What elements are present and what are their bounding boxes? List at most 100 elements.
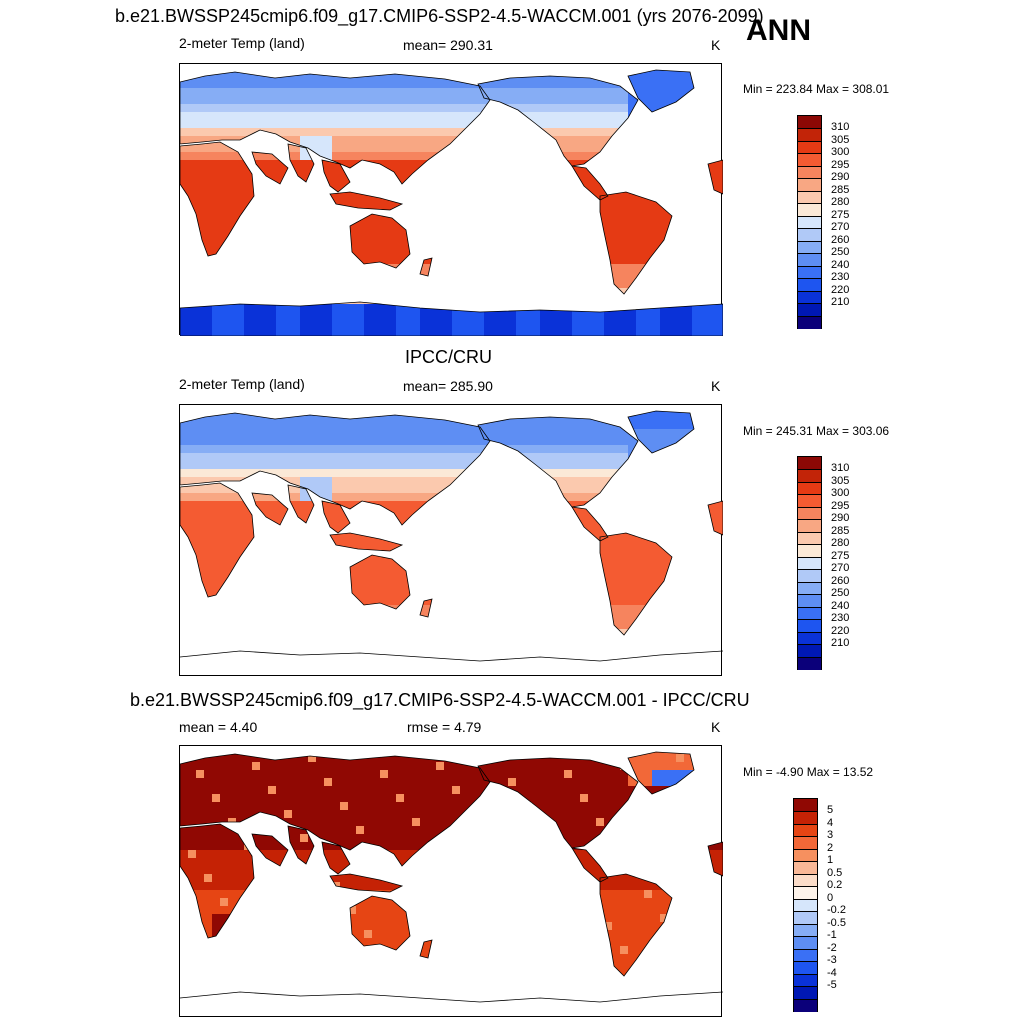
field-cell: [212, 216, 221, 225]
field-cell: [636, 70, 645, 73]
field-cell: [444, 264, 453, 273]
field-cell: [548, 216, 557, 225]
field-cell: [252, 232, 261, 241]
field-cell: [508, 661, 517, 670]
field-cell: [676, 120, 685, 129]
field-cell: [396, 80, 405, 89]
field-cell: [244, 240, 253, 249]
field-cell: [604, 437, 613, 446]
field-cell: [260, 232, 269, 241]
field-cell: [564, 754, 573, 763]
field-cell: [396, 320, 405, 329]
field-cell: [332, 509, 341, 518]
field-cell: [508, 256, 517, 265]
field-cell: [236, 240, 245, 249]
field-cell: [652, 192, 661, 201]
field-cell: [636, 304, 645, 313]
field-cell: [628, 104, 637, 113]
field-cell: [556, 621, 565, 630]
field-cell: [236, 264, 245, 273]
field-cell: [716, 320, 723, 329]
field-cell: [540, 328, 549, 336]
field-cell: [684, 128, 693, 137]
field-cell: [380, 411, 389, 414]
field-cell: [428, 453, 437, 462]
field-cell: [692, 328, 701, 336]
field-cell: [564, 128, 573, 137]
field-cell: [668, 168, 677, 177]
field-cell: [612, 621, 621, 630]
field-cell: [700, 232, 709, 241]
field-cell: [428, 256, 437, 265]
field-cell: [476, 200, 485, 209]
field-cell: [316, 248, 325, 257]
field-cell: [292, 288, 301, 297]
field-cell: [540, 573, 549, 582]
field-cell: [196, 445, 205, 454]
field-cell: [676, 429, 685, 438]
field-cell: [708, 581, 717, 590]
field-cell: [476, 272, 485, 281]
field-cell: [692, 477, 701, 486]
field-cell: [452, 533, 461, 542]
field-cell: [500, 112, 509, 121]
field-cell: [308, 200, 317, 209]
field-cell: [220, 597, 229, 606]
field-cell: [444, 461, 453, 470]
field-cell: [196, 136, 205, 145]
field-cell: [332, 477, 341, 486]
field-cell: [652, 216, 661, 225]
field-cell: [612, 411, 621, 414]
field-cell: [700, 437, 709, 446]
field-cell: [196, 160, 205, 169]
field-cell: [228, 144, 237, 153]
field-cell: [364, 152, 373, 161]
field-cell: [524, 437, 533, 446]
field-cell: [220, 312, 229, 321]
field-cell: [700, 160, 709, 169]
field-cell: [588, 661, 597, 670]
field-cell: [204, 421, 213, 430]
field-cell: [684, 477, 693, 486]
field-cell: [484, 168, 493, 177]
field-cell: [620, 445, 629, 454]
field-cell: [404, 501, 413, 510]
field-cell: [300, 477, 309, 486]
field-cell: [188, 304, 197, 313]
field-cell: [492, 762, 501, 771]
field-cell: [204, 216, 213, 225]
field-cell: [196, 509, 205, 518]
field-cell: [540, 485, 549, 494]
field-cell: [620, 509, 629, 518]
field-cell: [548, 128, 557, 137]
field-cell: [660, 477, 669, 486]
field-cell: [644, 637, 653, 646]
field-cell: [596, 629, 605, 635]
field-cell: [212, 176, 221, 185]
field-cell: [652, 240, 661, 249]
field-cell: [692, 144, 701, 153]
field-cell: [220, 96, 229, 105]
field-cell: [300, 629, 309, 635]
field-cell: [380, 429, 389, 438]
colorbar-box: [798, 253, 821, 267]
field-cell: [436, 469, 445, 478]
field-cell: [300, 312, 309, 321]
field-cell: [260, 272, 269, 281]
field-cell: [284, 296, 293, 305]
field-cell: [452, 144, 461, 153]
field-cell: [308, 549, 317, 558]
field-cell: [660, 557, 669, 566]
field-cell: [548, 288, 557, 297]
field-cell: [348, 565, 357, 574]
field-cell: [436, 80, 445, 89]
field-cell: [716, 669, 723, 677]
field-cell: [668, 533, 677, 542]
field-cell: [716, 264, 723, 273]
field-cell: [468, 192, 477, 201]
field-cell: [324, 421, 333, 430]
field-cell: [684, 445, 693, 454]
field-cell: [620, 96, 629, 105]
field-cell: [388, 557, 397, 566]
field-cell: [372, 485, 381, 494]
